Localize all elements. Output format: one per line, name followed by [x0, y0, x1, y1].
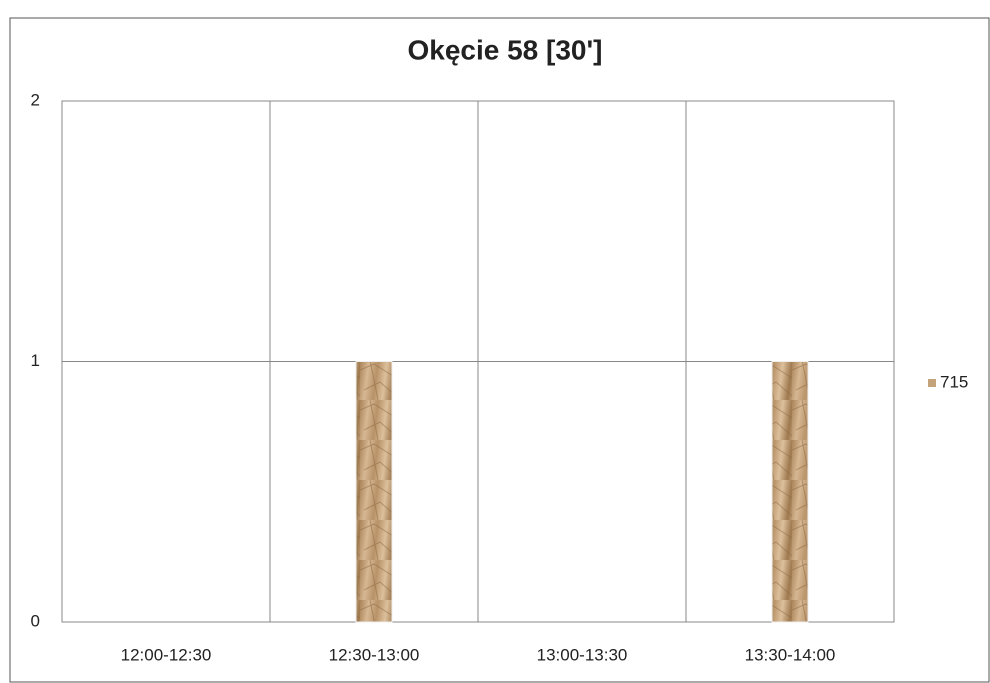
x-tick-label: 12:30-13:00 — [329, 645, 420, 664]
legend-label: 715 — [940, 372, 968, 391]
legend-swatch — [928, 379, 936, 387]
chart-title: Okęcie 58 [30'] — [407, 34, 602, 65]
y-tick-label: 0 — [31, 611, 40, 630]
chart-frame — [9, 17, 990, 683]
x-tick-label: 12:00-12:30 — [121, 645, 212, 664]
y-tick-label: 1 — [31, 351, 40, 370]
x-tick-label: 13:00-13:30 — [537, 645, 628, 664]
bar — [771, 361, 809, 623]
y-tick-label: 2 — [31, 90, 40, 109]
x-tick-label: 13:30-14:00 — [745, 645, 836, 664]
bar — [355, 361, 393, 623]
